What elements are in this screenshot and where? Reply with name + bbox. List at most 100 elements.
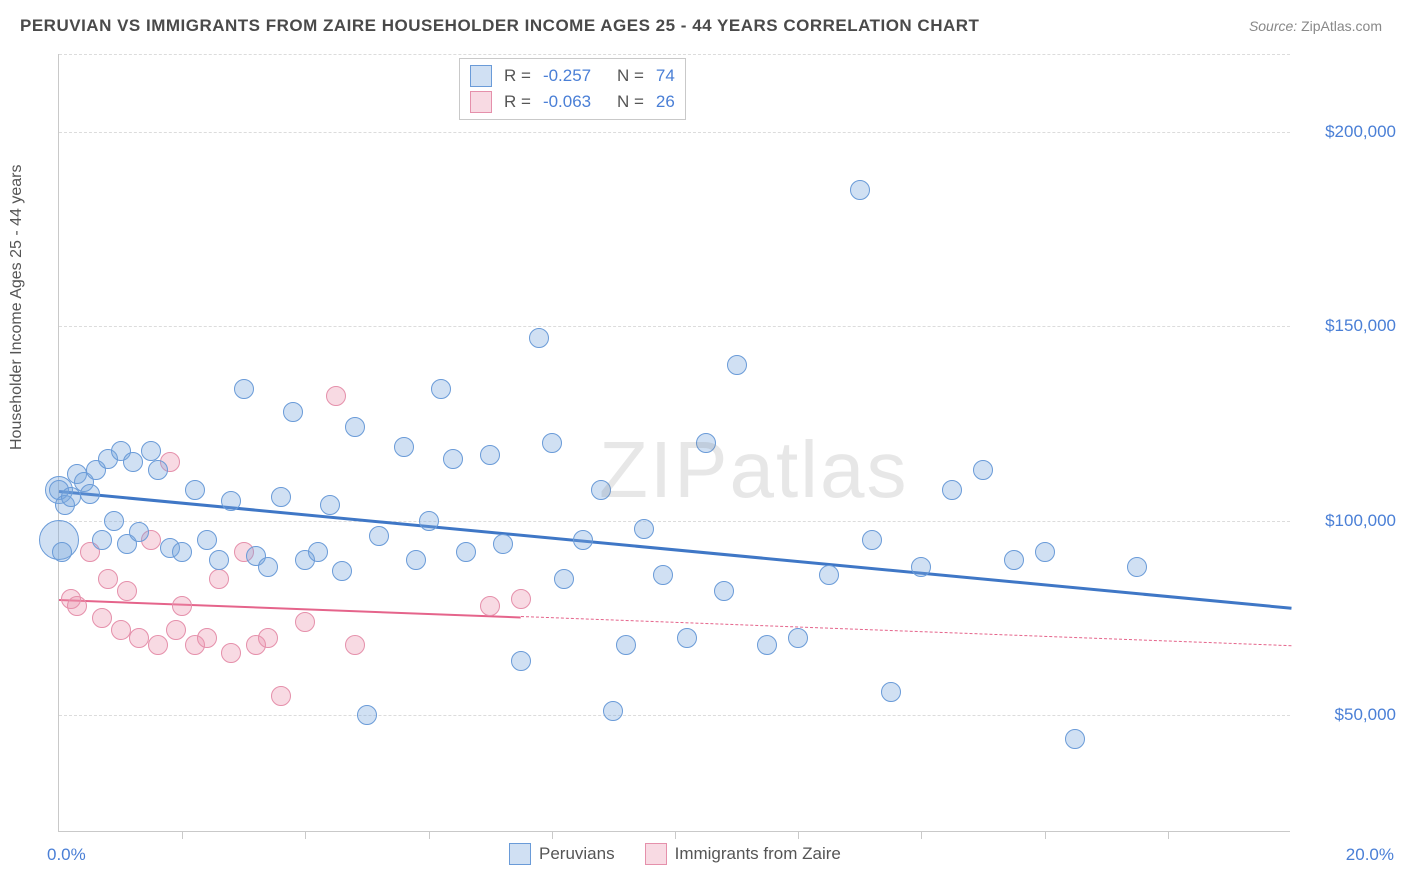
gridline-h [59,715,1290,716]
data-point [148,460,168,480]
data-point [542,433,562,453]
data-point [326,386,346,406]
data-point [308,542,328,562]
x-tick [182,831,183,839]
data-point [757,635,777,655]
data-point [862,530,882,550]
data-point [332,561,352,581]
data-point [431,379,451,399]
legend-row: R =-0.063N =26 [470,89,675,115]
data-point [129,522,149,542]
x-tick [1045,831,1046,839]
legend-swatch [470,65,492,87]
data-point [271,686,291,706]
data-point [511,651,531,671]
legend-swatch [509,843,531,865]
data-point [345,635,365,655]
data-point [788,628,808,648]
source-attribution: Source: ZipAtlas.com [1249,18,1382,34]
data-point [727,355,747,375]
legend-n-label: N = [617,66,644,86]
data-point [591,480,611,500]
data-point [819,565,839,585]
data-point [653,565,673,585]
y-tick-label: $150,000 [1300,316,1396,336]
data-point [141,441,161,461]
data-point [1035,542,1055,562]
data-point [881,682,901,702]
data-point [406,550,426,570]
legend-item: Immigrants from Zaire [645,843,841,865]
source-value: ZipAtlas.com [1301,18,1382,34]
data-point [185,480,205,500]
data-point [616,635,636,655]
data-point [52,542,72,562]
legend-r-label: R = [504,92,531,112]
chart-plot-area: ZIPatlas R =-0.257N =74R =-0.063N =26 Pe… [58,54,1290,832]
x-tick [429,831,430,839]
x-tick [305,831,306,839]
data-point [357,705,377,725]
data-point [295,612,315,632]
data-point [345,417,365,437]
x-tick [552,831,553,839]
x-tick [921,831,922,839]
data-point [529,328,549,348]
x-axis-min-label: 0.0% [47,845,86,865]
data-point [634,519,654,539]
gridline-h [59,132,1290,133]
data-point [117,581,137,601]
watermark: ZIPatlas [599,424,908,516]
data-point [209,569,229,589]
data-point [258,628,278,648]
data-point [129,628,149,648]
data-point [111,620,131,640]
legend-r-value: -0.257 [543,66,605,86]
data-point [714,581,734,601]
data-point [456,542,476,562]
legend-n-value: 26 [656,92,675,112]
data-point [573,530,593,550]
data-point [696,433,716,453]
data-point [197,628,217,648]
data-point [1127,557,1147,577]
data-point [369,526,389,546]
data-point [850,180,870,200]
data-point [911,557,931,577]
chart-title: PERUVIAN VS IMMIGRANTS FROM ZAIRE HOUSEH… [20,16,979,36]
data-point [973,460,993,480]
x-tick [675,831,676,839]
data-point [197,530,217,550]
data-point [98,569,118,589]
x-tick [798,831,799,839]
gridline-h [59,326,1290,327]
data-point [394,437,414,457]
gridline-h [59,54,1290,55]
legend-n-value: 74 [656,66,675,86]
x-tick [1168,831,1169,839]
data-point [493,534,513,554]
data-point [320,495,340,515]
legend-series-name: Peruvians [539,844,615,864]
data-point [92,608,112,628]
data-point [603,701,623,721]
data-point [104,511,124,531]
data-point [172,542,192,562]
trend-line [521,616,1291,646]
y-tick-label: $200,000 [1300,122,1396,142]
data-point [443,449,463,469]
data-point [166,620,186,640]
data-point [67,596,87,616]
data-point [92,530,112,550]
legend-series: Peruvians Immigrants from Zaire [509,843,841,865]
data-point [221,491,241,511]
watermark-thin: atlas [729,425,908,514]
data-point [258,557,278,577]
data-point [123,452,143,472]
data-point [271,487,291,507]
y-axis-label: Householder Income Ages 25 - 44 years [8,165,26,451]
data-point [234,379,254,399]
data-point [554,569,574,589]
trend-line [59,599,521,619]
data-point [480,445,500,465]
